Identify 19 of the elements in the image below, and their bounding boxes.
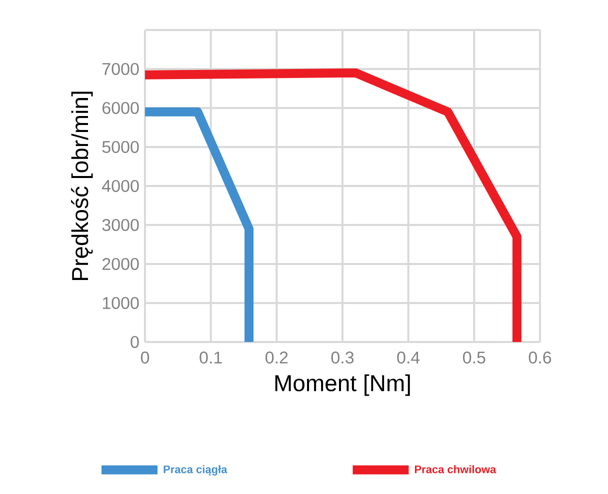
- y-tick-label: 4000: [102, 180, 139, 192]
- y-tick-label: 1000: [102, 296, 139, 310]
- text: Praca chwilowa: [414, 465, 496, 474]
- x-tick-label: 0.5: [463, 352, 486, 364]
- y-axis-title: Prędkość [obr/min]: [71, 92, 93, 280]
- y-tick-label: 6000: [102, 102, 139, 114]
- x-tick-label: 0.6: [528, 352, 552, 364]
- x-tick-label: 0.3: [331, 352, 354, 364]
- y-tick-label: 7000: [102, 62, 139, 76]
- x-axis-title: Moment [Nm]: [275, 374, 410, 396]
- y-tick-label: 5000: [102, 140, 139, 154]
- text: Praca ciągła: [164, 465, 228, 476]
- x-tick-label: 0.2: [266, 352, 288, 364]
- y-tick-label: 0: [130, 336, 139, 348]
- y-tick-label: 2000: [102, 258, 139, 270]
- x-tick-label: 0: [140, 352, 150, 364]
- y-tick-label: 3000: [102, 218, 139, 232]
- x-tick-label: 0.4: [397, 352, 420, 364]
- x-tick-label: 0.1: [200, 352, 222, 364]
